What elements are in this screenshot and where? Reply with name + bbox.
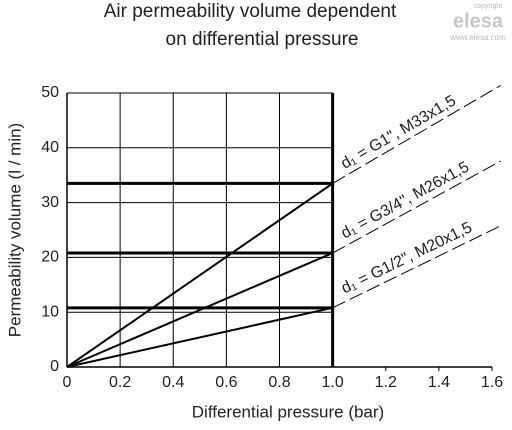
watermark: elesa (453, 10, 504, 32)
y-tick-label: 40 (41, 139, 59, 156)
y-tick-label: 10 (41, 303, 59, 320)
y-tick-label: 30 (41, 194, 59, 211)
y-tick-label: 20 (41, 249, 59, 266)
leader-line (332, 160, 501, 254)
series-line (66, 252, 334, 368)
x-tick-label: 0.8 (268, 374, 290, 391)
x-tick-label: 0.4 (162, 374, 184, 391)
leader-line (332, 225, 501, 309)
leader-line (332, 84, 501, 184)
series-label: d₁ = G1", M33x1,5 (338, 92, 459, 172)
series-line (66, 306, 333, 368)
x-tick-label: 0.2 (109, 374, 131, 391)
y-tick-label: 50 (41, 84, 59, 101)
chart-title: on differential pressure (166, 29, 359, 50)
x-tick-label: 1.4 (428, 374, 450, 391)
x-tick-label: 0.6 (215, 374, 237, 391)
y-axis-label: Permeability volume (l / min) (5, 123, 24, 337)
x-tick-label: 0 (63, 374, 72, 391)
x-axis-label: Differential pressure (bar) (192, 402, 384, 421)
x-tick-label: 1.6 (481, 374, 503, 391)
watermark: copyright (474, 3, 502, 10)
x-tick-label: 1.0 (322, 374, 344, 391)
watermark: www.elesa.com (449, 33, 506, 42)
y-tick-label: 0 (50, 358, 59, 375)
x-tick-label: 1.2 (375, 374, 397, 391)
chart-title: Air permeability volume dependent (104, 1, 397, 22)
series-line (66, 182, 334, 368)
